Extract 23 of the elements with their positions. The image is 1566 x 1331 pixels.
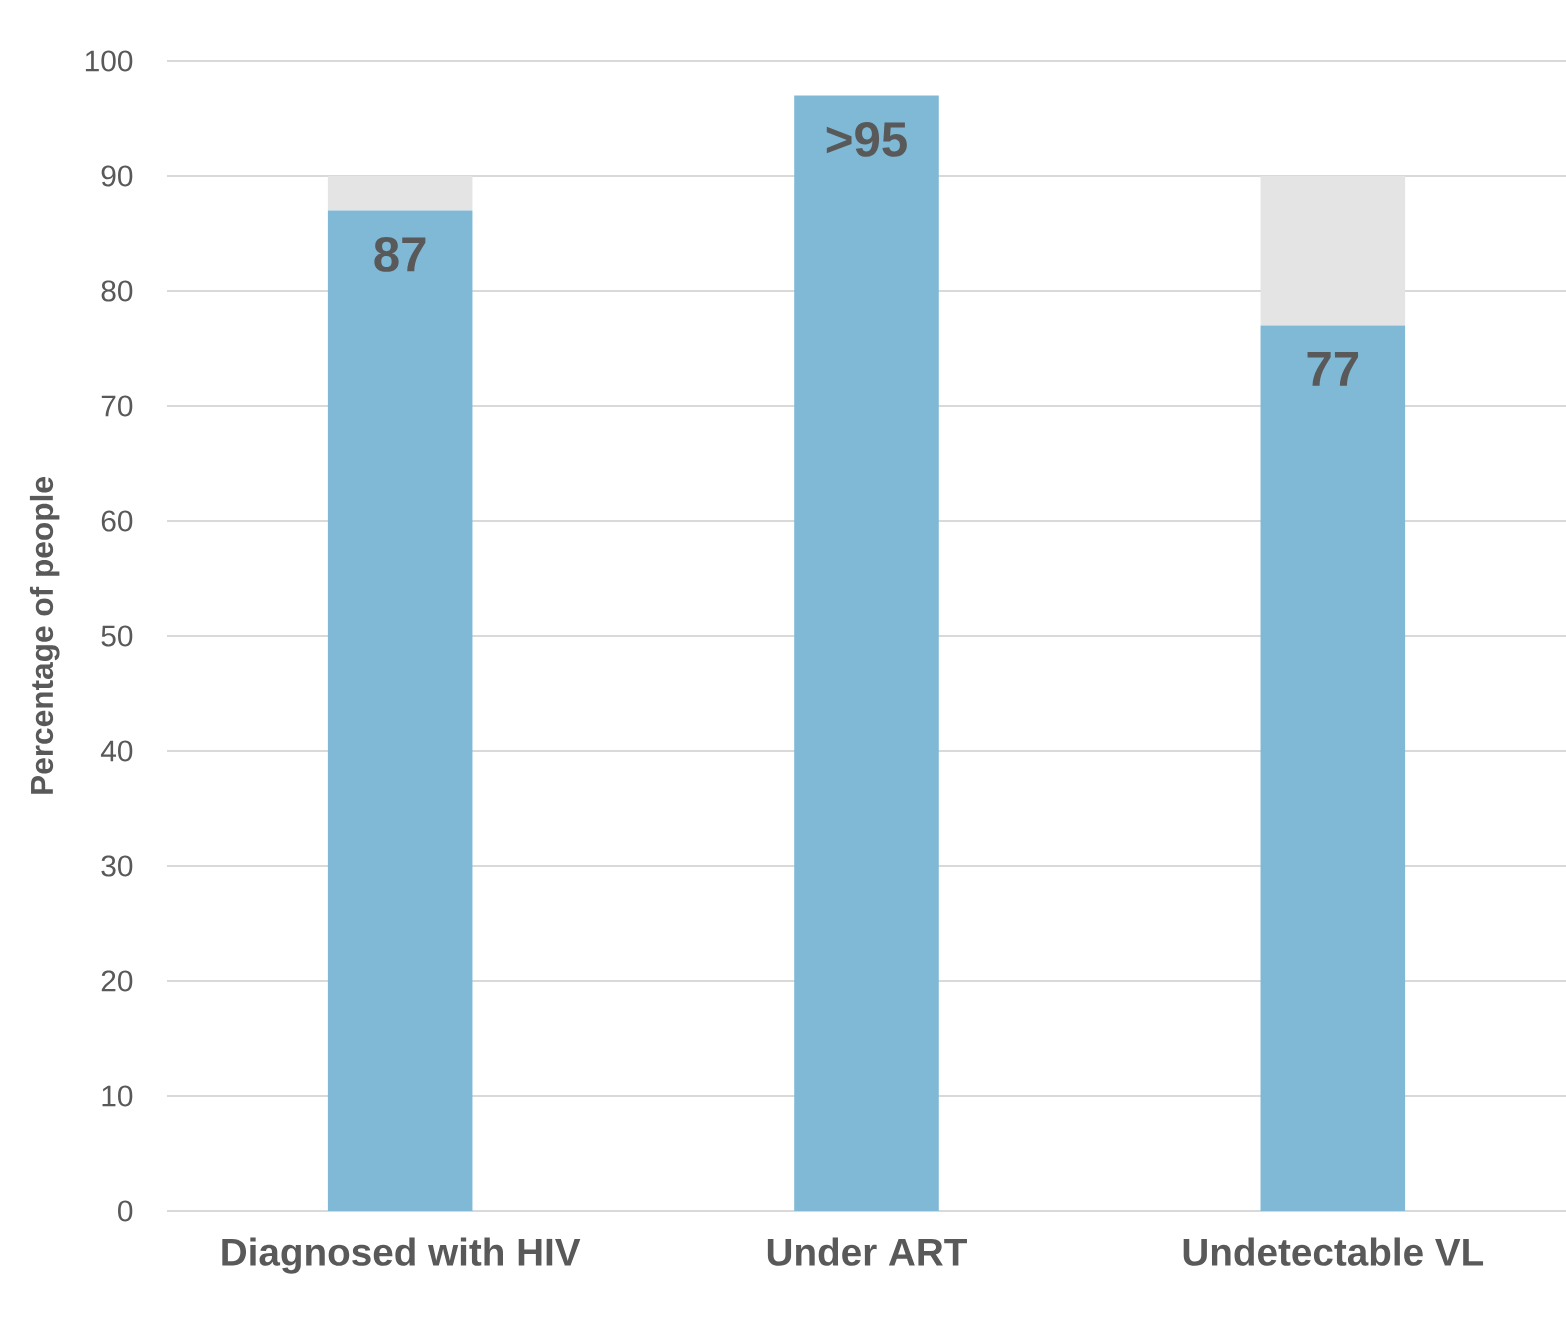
bar [794,95,939,1211]
x-tick-label: Under ART [767,1237,967,1266]
y-axis-title: Percentage of people [29,477,60,794]
bar [327,176,473,211]
y-tick-label: 70 [101,395,133,417]
y-tick-label: 100 [85,50,133,72]
data-label: 77 [1307,351,1359,386]
y-tick-label: 50 [101,625,133,647]
x-tick-label: Undetectable VL [1183,1237,1484,1266]
bar [327,210,473,1211]
y-tick-label: 40 [100,740,133,762]
bar [1260,176,1406,326]
y-tick-label: 90 [101,165,133,187]
y-tick-label: 0 [118,1200,133,1222]
y-tick-label: 60 [101,510,133,532]
x-tick-label: Diagnosed with HIV [222,1237,581,1274]
y-tick-label: 10 [102,1085,133,1107]
y-tick-label: 30 [101,855,133,877]
bar [1260,325,1406,1211]
data-label: 87 [374,236,426,272]
data-label: >95 [826,121,907,157]
y-tick-label: 80 [101,280,133,302]
y-tick-label: 20 [101,970,133,992]
